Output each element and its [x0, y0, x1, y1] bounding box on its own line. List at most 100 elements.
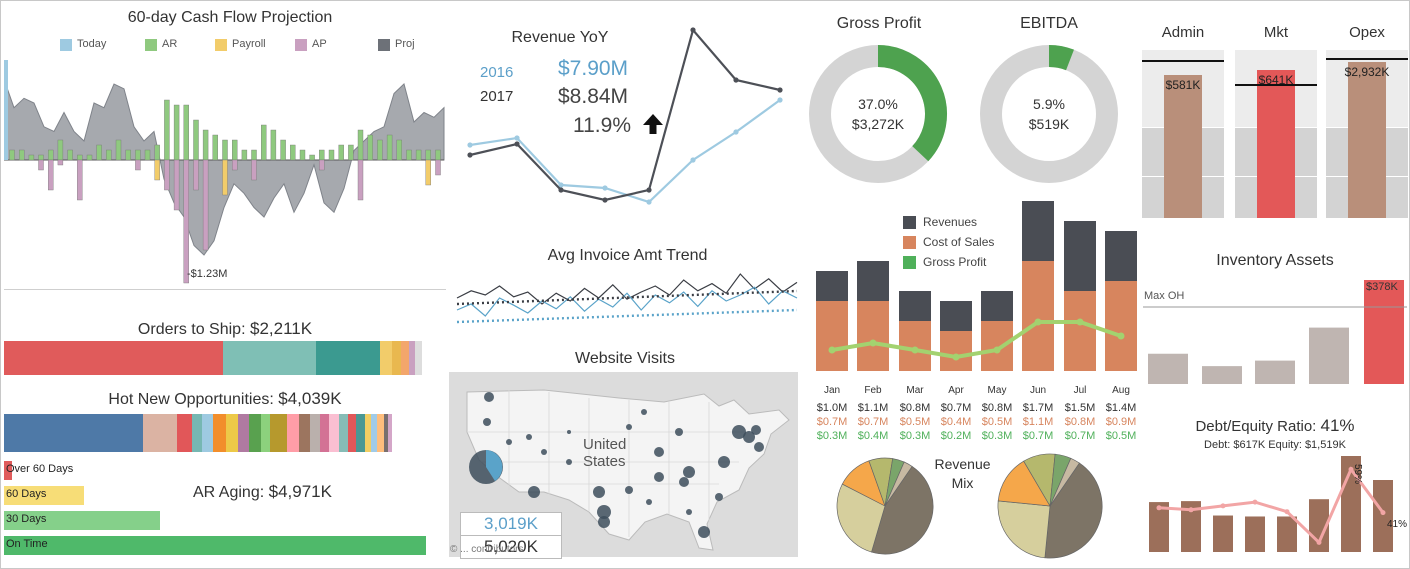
map-usa — [466, 389, 790, 551]
opps-segment — [309, 414, 321, 452]
map-visit-dot — [528, 486, 540, 498]
website-title: Website Visits — [575, 350, 675, 367]
opps-bar — [4, 414, 426, 452]
gross-profit-amt: $3,272K — [851, 116, 905, 132]
map-visit-dot — [654, 447, 664, 457]
pnl-bar-cost — [1022, 261, 1054, 371]
cf-bar-ar — [28, 154, 35, 161]
opps-segment — [364, 414, 372, 452]
cf-bar-ar — [406, 149, 412, 161]
pnl-tick-label: $0.5M — [1106, 430, 1137, 442]
revmix-slice — [1044, 462, 1103, 559]
cf-bar-ar — [144, 149, 151, 161]
cf-bar-ar — [396, 139, 402, 161]
pnl-tick-label: $0.3M — [900, 430, 931, 442]
cf-bar-ar — [154, 144, 160, 161]
cf-bar-ar — [377, 139, 383, 161]
invoice-trend-b — [456, 308, 798, 324]
pnl-bar-cost — [1105, 281, 1137, 371]
pnl-tick-label: $0.5M — [982, 416, 1013, 428]
inventory-title: Inventory Assets — [1216, 252, 1334, 269]
cf-bar-ar — [48, 149, 54, 161]
cf-bar-ar — [415, 149, 422, 161]
cf-bar-ap — [231, 159, 238, 171]
opps-segment — [212, 414, 226, 452]
revenue-value-2016: $7.90M — [558, 57, 629, 80]
inventory-bar — [1148, 353, 1188, 384]
cf-bar-ap — [135, 159, 141, 171]
map-visit-dot — [541, 449, 547, 455]
aging-value: $4,971K — [268, 482, 332, 501]
inventory-chart — [1143, 280, 1407, 384]
cf-bar-ar — [338, 144, 344, 161]
pnl-tick-label: May — [988, 385, 1007, 396]
expense-value: $581K — [1165, 78, 1201, 92]
revenue-growth: 11.9% — [573, 114, 631, 137]
cf-bar-ar — [193, 119, 199, 161]
cf-bar-ar — [425, 149, 431, 161]
debt-ratio-point — [1220, 503, 1226, 509]
aging-bars: Over 60 Days 60 Days 30 Days On Time — [4, 461, 426, 556]
ebitda-donut — [980, 45, 1118, 183]
revenue-point — [733, 77, 739, 83]
opps-segment — [202, 414, 213, 452]
pnl-bar-cost — [899, 321, 931, 371]
pnl-legend-swatch — [903, 216, 916, 229]
pnl-tick-label: Jul — [1074, 385, 1087, 396]
revenue-title: Revenue YoY — [511, 29, 609, 46]
legend-label-today: Today — [77, 38, 107, 50]
cf-bar-ar — [57, 139, 64, 161]
ebitda-amt: $519K — [1028, 116, 1070, 132]
map-visit-dot — [593, 486, 605, 498]
gross-profit-title: Gross Profit — [836, 15, 922, 32]
pnl-tick-label: $1.1M — [858, 402, 889, 414]
opps-segment — [248, 414, 262, 452]
orders-label: Orders to Ship: — [137, 321, 246, 338]
cf-bar-ar — [280, 139, 286, 161]
pnl-gp-point — [869, 339, 877, 347]
cf-bar-ap — [38, 159, 44, 171]
debt-title: Debt/Equity Ratio: 41% — [1160, 416, 1390, 436]
opps-segment — [377, 414, 384, 452]
orders-value: $2,211K — [249, 319, 313, 338]
debt-ratio-point — [1380, 510, 1386, 516]
aging-label: AR Aging: — [193, 484, 265, 501]
legend-swatch-proj — [378, 39, 390, 51]
pnl-gp-point — [952, 353, 960, 361]
debt-bar — [1213, 515, 1233, 552]
cf-bar-ar — [115, 139, 122, 161]
pnl-tick-label: $1.0M — [817, 402, 848, 414]
debt-ratio-point — [1316, 539, 1322, 545]
revenue-point — [733, 129, 739, 135]
cf-bar-ar — [435, 149, 441, 161]
legend-swatch-today — [60, 39, 72, 51]
pnl-tick-label: $0.9M — [1106, 416, 1137, 428]
expense-bullets: Admin $581K Mkt $641K Opex $2,932K — [1140, 20, 1410, 220]
pnl-gp-line — [831, 320, 1122, 360]
aging-bar-label: Over 60 Days — [6, 463, 74, 475]
gross-profit-pct: 37.0% — [858, 96, 898, 112]
opps-segment — [269, 414, 287, 452]
cf-bar-ar — [106, 149, 112, 161]
map-visit-dot — [686, 509, 692, 515]
opps-segment — [347, 414, 357, 452]
revenue-point — [467, 152, 473, 158]
opps-label: Hot New Opportunities: — [108, 391, 274, 408]
expense-title: Mkt — [1263, 24, 1289, 41]
orders-segment — [415, 341, 422, 375]
pnl-bar-cost — [940, 331, 972, 371]
pnl-bar-revenue — [857, 261, 889, 301]
invoice-line — [456, 273, 798, 305]
aging-bar — [4, 511, 161, 530]
invoice-chart — [456, 273, 798, 324]
ebitda-arc — [1048, 45, 1074, 71]
map-visit-dot — [646, 499, 652, 505]
map-visit-dot — [526, 434, 532, 440]
expense-target-line — [1142, 60, 1224, 62]
pnl-tick-label: Feb — [864, 385, 882, 396]
pnl-tick-label: $0.8M — [982, 402, 1013, 414]
pnl-tick-label: $0.5M — [900, 416, 931, 428]
cf-bar-ar — [212, 134, 219, 161]
invoice-line — [456, 286, 798, 317]
revenue-point — [690, 157, 696, 163]
